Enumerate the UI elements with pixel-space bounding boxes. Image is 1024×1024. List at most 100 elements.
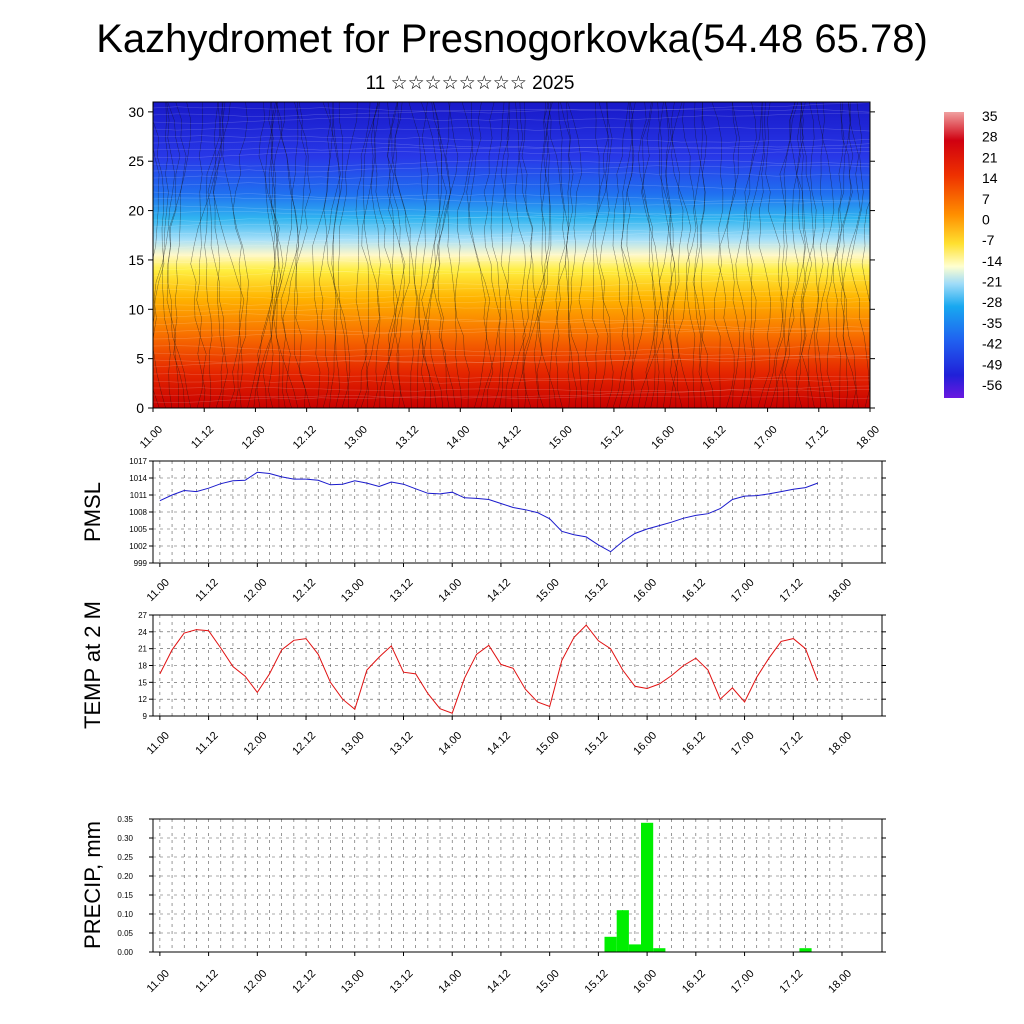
y-tick-label: 0.15 [117, 891, 133, 900]
isotherm-contour [153, 191, 870, 202]
temp-ylabel: TEMP at 2 M [80, 601, 105, 729]
wind-streamline [693, 102, 708, 408]
isotherm-contour [153, 388, 870, 403]
wind-streamline [268, 102, 280, 408]
colorbar-label: -42 [982, 336, 1002, 352]
y-tick-label: 1017 [129, 457, 147, 466]
precip-bar [604, 936, 617, 952]
precip-grid [153, 818, 882, 953]
isotherm-contour [153, 140, 870, 150]
wind-streamline [329, 102, 344, 408]
x-tick-label: 18.00 [826, 968, 854, 996]
precip-y-axis: 0.00 0.05 0.10 0.15 0.20 0.25 0.30 0.35 [117, 815, 886, 957]
y-tick-label: 12 [138, 695, 147, 704]
wind-streamline [207, 102, 231, 408]
wind-streamline [594, 102, 614, 408]
x-tick-label: 11.00 [145, 968, 172, 995]
wind-streamline [763, 102, 796, 408]
isotherm-contour [153, 182, 870, 190]
colorbar-label: 28 [982, 129, 998, 145]
precip-bars [604, 822, 812, 952]
wind-streamline [657, 102, 677, 408]
x-tick-label: 13.12 [393, 424, 421, 452]
wind-streamline [275, 102, 299, 408]
wind-streamline [735, 102, 757, 408]
y-tick-label: 24 [138, 628, 147, 637]
wind-streamline [258, 102, 282, 408]
wind-streamline [318, 102, 341, 408]
x-tick-label: 14.00 [436, 577, 464, 605]
isotherm-contour [153, 240, 870, 249]
wind-streamline [638, 102, 658, 408]
isotherm-contour [153, 160, 870, 167]
colorbar-label: -35 [982, 315, 1002, 331]
wind-streamline [468, 102, 494, 408]
colorbar-label: 21 [982, 149, 998, 165]
x-tick-label: 18.00 [854, 424, 882, 452]
colorbar-label: -28 [982, 294, 1002, 310]
isotherm-contour [153, 269, 870, 277]
precip-panel: 0.000.050.100.150.200.250.300.35 11.00 11… [80, 815, 886, 996]
colorbar-label: -14 [982, 253, 1002, 269]
wind-streamline [518, 102, 536, 408]
wind-streamline [196, 102, 207, 408]
wind-streamline [620, 102, 635, 408]
isotherm-contour [153, 373, 870, 382]
isotherm-contour [153, 394, 870, 400]
wind-streamline [162, 102, 173, 408]
y-tick-label: 20 [128, 203, 144, 219]
x-tick-label: 11.12 [193, 730, 220, 757]
wind-streamline [744, 102, 763, 408]
y-tick-label: 0.05 [117, 929, 133, 938]
wind-streamline [665, 102, 689, 408]
isotherm-contour [153, 197, 870, 206]
isotherm-contour [153, 267, 870, 277]
isotherm-contour [153, 313, 870, 322]
x-tick-label: 16.12 [680, 577, 708, 605]
wind-streamline [190, 102, 219, 408]
wind-streamline [387, 102, 417, 408]
x-tick-label: 15.12 [583, 968, 611, 996]
wind-streamline [153, 102, 175, 408]
wind-streamline [807, 102, 825, 408]
precip-bar [799, 948, 812, 952]
x-tick-label: 11.00 [145, 730, 172, 757]
colorbar-label: 35 [982, 108, 998, 124]
y-tick-label: 0.00 [117, 948, 133, 957]
wind-streamline [711, 102, 735, 408]
wind-streamline [511, 102, 526, 408]
wind-streamline [547, 102, 566, 408]
x-tick-label: 17.00 [729, 968, 757, 996]
isotherm-contour [153, 299, 870, 306]
isotherm-contour [153, 306, 870, 312]
isotherm-contour [153, 253, 870, 259]
wind-streamline [432, 102, 452, 408]
wind-streamline [394, 102, 411, 408]
x-tick-label: 13.00 [339, 968, 367, 996]
wind-streamline [256, 102, 276, 408]
y-tick-label: 999 [134, 559, 148, 568]
x-tick-label: 12.00 [241, 577, 269, 605]
y-tick-label: 1011 [130, 491, 148, 500]
wind-streamline [363, 102, 381, 408]
pmsl-panel: 999 1002 1005 1008 1011 1014 1017 11.00 11.12 12… [80, 457, 886, 605]
y-tick-label: 10 [128, 301, 144, 317]
isotherm-contour [153, 385, 870, 392]
wind-streamline [232, 102, 249, 408]
wind-streamline [365, 102, 381, 408]
x-tick-label: 16.12 [680, 730, 708, 758]
x-tick-label: 11.12 [193, 968, 220, 995]
x-tick-label: 11.00 [138, 424, 165, 451]
x-tick-label: 11.00 [145, 577, 172, 604]
cross-section-x-axis: 11.00 11.12 12.00 12.12 13.00 13.12 14.00 14.12… [138, 408, 882, 452]
x-tick-label: 14.12 [485, 968, 513, 996]
x-tick-label: 13.12 [388, 577, 416, 605]
isotherm-contour [153, 352, 870, 357]
wind-streamline [538, 102, 557, 408]
isotherm-contour [153, 146, 870, 151]
wind-streamline [656, 102, 683, 408]
x-tick-label: 16.12 [701, 424, 729, 452]
isotherm-contour [153, 127, 870, 132]
wind-streamline [420, 102, 444, 408]
